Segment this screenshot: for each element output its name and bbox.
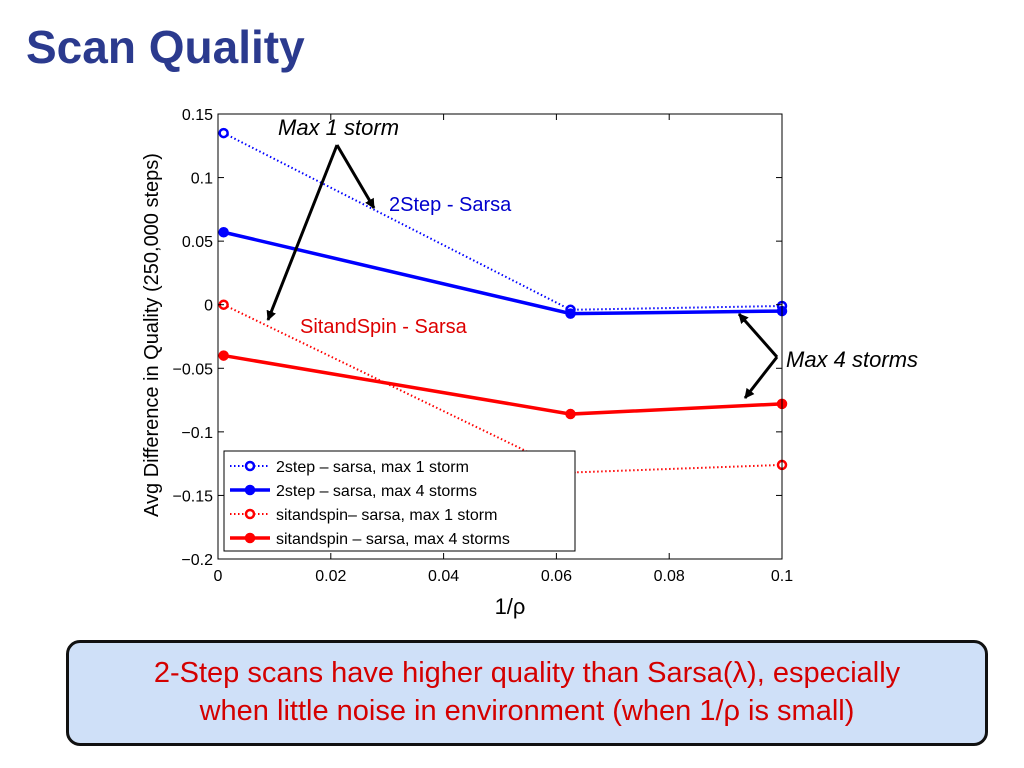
annotation-max-1-storm: Max 1 storm (278, 115, 399, 140)
arrow-max4-to-blue (737, 313, 779, 358)
data-point (565, 308, 576, 319)
summary-line-2: when little noise in environment (when 1… (199, 695, 855, 727)
summary-callout: 2-Step scans have higher quality than Sa… (66, 640, 988, 746)
line-chart: 0 0.02 0.04 0.06 0.08 0.1 0.15 0.1 0.05 0 −0.05 −0.… (141, 107, 918, 619)
y-tick-label: 0 (204, 298, 213, 315)
plot-frame (217, 113, 783, 560)
summary-line-1: 2-Step scans have higher quality than Sa… (153, 657, 901, 690)
legend: 2step – sarsa, max 1 storm 2step – sarsa,… (223, 450, 576, 552)
legend-swatch-marker (244, 532, 256, 544)
annotation-arrows (266, 144, 779, 399)
legend-label: sitandspin – sarsa, max 4 storms (276, 531, 510, 548)
y-tick-label: −0.1 (181, 425, 213, 442)
x-tick-label: 0.1 (771, 568, 793, 585)
x-axis-label: 1/ρ (495, 594, 526, 619)
y-tick-label: 0.15 (182, 107, 213, 124)
data-point (218, 226, 229, 238)
legend-swatch-marker (244, 508, 256, 520)
legend-label: sitandspin– sarsa, max 1 storm (276, 507, 497, 524)
arrow-max4-to-red (743, 356, 779, 399)
x-tick-label: 0.08 (654, 568, 685, 585)
data-point (565, 408, 576, 420)
arrow-max1-to-red (266, 144, 339, 321)
y-tick-label: −0.15 (173, 488, 214, 505)
slide-title: Scan Quality (26, 21, 305, 73)
ticks-layer: 0 0.02 0.04 0.06 0.08 0.1 0.15 0.1 0.05 0 −0.05 −0.… (173, 107, 794, 585)
x-tick-label: 0.02 (315, 568, 346, 585)
legend-label: 2step – sarsa, max 4 storms (276, 483, 477, 500)
legend-swatch-marker (244, 460, 256, 472)
annotation-max-4-storms: Max 4 storms (786, 347, 918, 372)
y-tick-label: 0.05 (182, 234, 213, 251)
legend-entries: 2step – sarsa, max 1 storm 2step – sarsa,… (230, 459, 510, 548)
annotation-2step-sarsa: 2Step - Sarsa (389, 194, 512, 216)
data-point (218, 350, 229, 361)
x-tick-label: 0.06 (541, 568, 572, 585)
x-tick-label: 0.04 (428, 568, 459, 585)
legend-label: 2step – sarsa, max 1 storm (276, 459, 469, 476)
legend-box (223, 450, 576, 552)
annotation-sitandspin-sarsa: SitandSpin - Sarsa (300, 316, 468, 338)
y-tick-label: −0.2 (181, 552, 213, 569)
y-axis-label: Avg Difference in Quality (250,000 steps… (141, 153, 163, 517)
arrow-max1-to-blue (335, 144, 376, 209)
y-tick-label: 0.1 (191, 171, 213, 188)
x-tick-label: 0 (214, 568, 223, 585)
legend-swatch-marker (244, 484, 256, 496)
y-tick-label: −0.05 (173, 361, 214, 378)
data-point (218, 127, 229, 139)
summary-text: 2-Step scans have higher quality than Sa… (154, 655, 900, 730)
